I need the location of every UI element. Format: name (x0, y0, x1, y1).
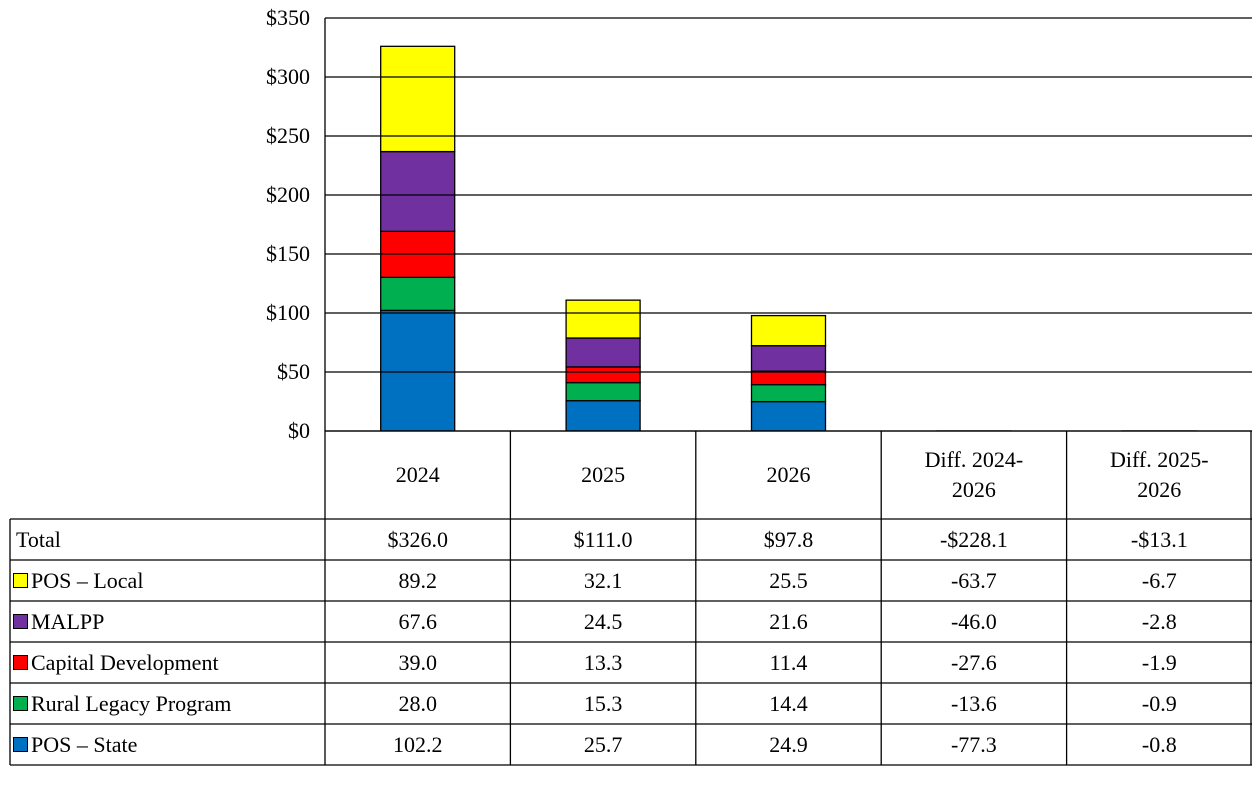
legend-label: Capital Development (31, 649, 219, 675)
y-tick-label: $50 (277, 359, 310, 384)
table-value: 28.0 (398, 690, 437, 716)
table-value: 102.2 (392, 731, 443, 757)
bar-segment (380, 309, 456, 431)
table-value: 32.1 (583, 567, 623, 593)
table-value: -77.3 (950, 731, 997, 757)
legend-label: POS – Local (31, 567, 144, 593)
table-value: 11.4 (769, 649, 808, 675)
row-label: Total (16, 526, 61, 552)
y-tick-label: $200 (266, 182, 310, 207)
legend-label: Rural Legacy Program (31, 690, 232, 716)
category-label: 2026 (766, 462, 811, 487)
legend-entry: Rural Legacy Program (10, 683, 325, 724)
table-value: 15.3 (583, 690, 623, 716)
y-tick-label: $150 (266, 241, 310, 266)
table-value: -2.8 (1141, 608, 1177, 634)
bar-segment (565, 400, 641, 431)
y-tick-label: $0 (288, 418, 310, 443)
bar-segment (750, 314, 827, 347)
table-value: 24.5 (583, 608, 623, 634)
legend-entry: POS – State (10, 724, 325, 765)
table-value: 13.3 (583, 649, 623, 675)
legend-entry: Capital Development (10, 642, 325, 683)
legend-swatch (13, 737, 28, 752)
total-value: $111.0 (573, 526, 633, 552)
table-value: -0.9 (1141, 690, 1177, 716)
y-tick-label: $300 (266, 64, 310, 89)
y-tick-label: $250 (266, 123, 310, 148)
table-value: 25.7 (583, 731, 623, 757)
legend-entry: MALPP (10, 601, 325, 642)
legend-swatch (13, 655, 28, 670)
table-value: 89.2 (398, 567, 437, 593)
legend-entry: POS – Local (10, 560, 325, 601)
legend-swatch (13, 696, 28, 711)
bar-segment (750, 370, 827, 386)
table-value: 39.0 (398, 649, 437, 675)
bar-segment (565, 366, 641, 384)
category-label: Diff. 2025-2026 (1109, 447, 1209, 502)
table-value: 14.4 (769, 690, 808, 716)
table-value: -0.8 (1141, 731, 1177, 757)
bar-segment (750, 345, 827, 372)
table-value: 24.9 (769, 731, 808, 757)
bar-segment (750, 383, 827, 403)
table-value: -6.7 (1141, 567, 1177, 593)
total-value: $326.0 (387, 526, 448, 552)
total-value: $97.8 (763, 526, 814, 552)
y-tick-label: $100 (266, 300, 310, 325)
table-value: -46.0 (950, 608, 997, 634)
legend-label: POS – State (31, 731, 138, 757)
legend-swatch (13, 614, 28, 629)
table-value: -1.9 (1141, 649, 1177, 675)
total-value: -$228.1 (939, 526, 1008, 552)
table-value: 25.5 (769, 567, 808, 593)
y-tick-label: $350 (266, 5, 310, 30)
table-value: -63.7 (950, 567, 997, 593)
bar-segment (380, 150, 456, 232)
bar-segment (565, 299, 641, 339)
bar-segment (565, 381, 641, 402)
total-value: -$13.1 (1130, 526, 1188, 552)
bar-segment (565, 337, 641, 368)
legend-label: MALPP (31, 608, 105, 634)
table-value: 67.6 (398, 608, 437, 634)
category-label: Diff. 2024-2026 (924, 447, 1024, 502)
category-label: 2025 (581, 462, 626, 487)
table-value: -27.6 (950, 649, 997, 675)
category-label: 2024 (395, 462, 440, 487)
bar-segment (380, 45, 456, 153)
table-value: -13.6 (950, 690, 997, 716)
legend-swatch (13, 573, 28, 588)
bar-segment (380, 276, 456, 312)
table-value: 21.6 (769, 608, 808, 634)
bar-segment (750, 400, 827, 431)
